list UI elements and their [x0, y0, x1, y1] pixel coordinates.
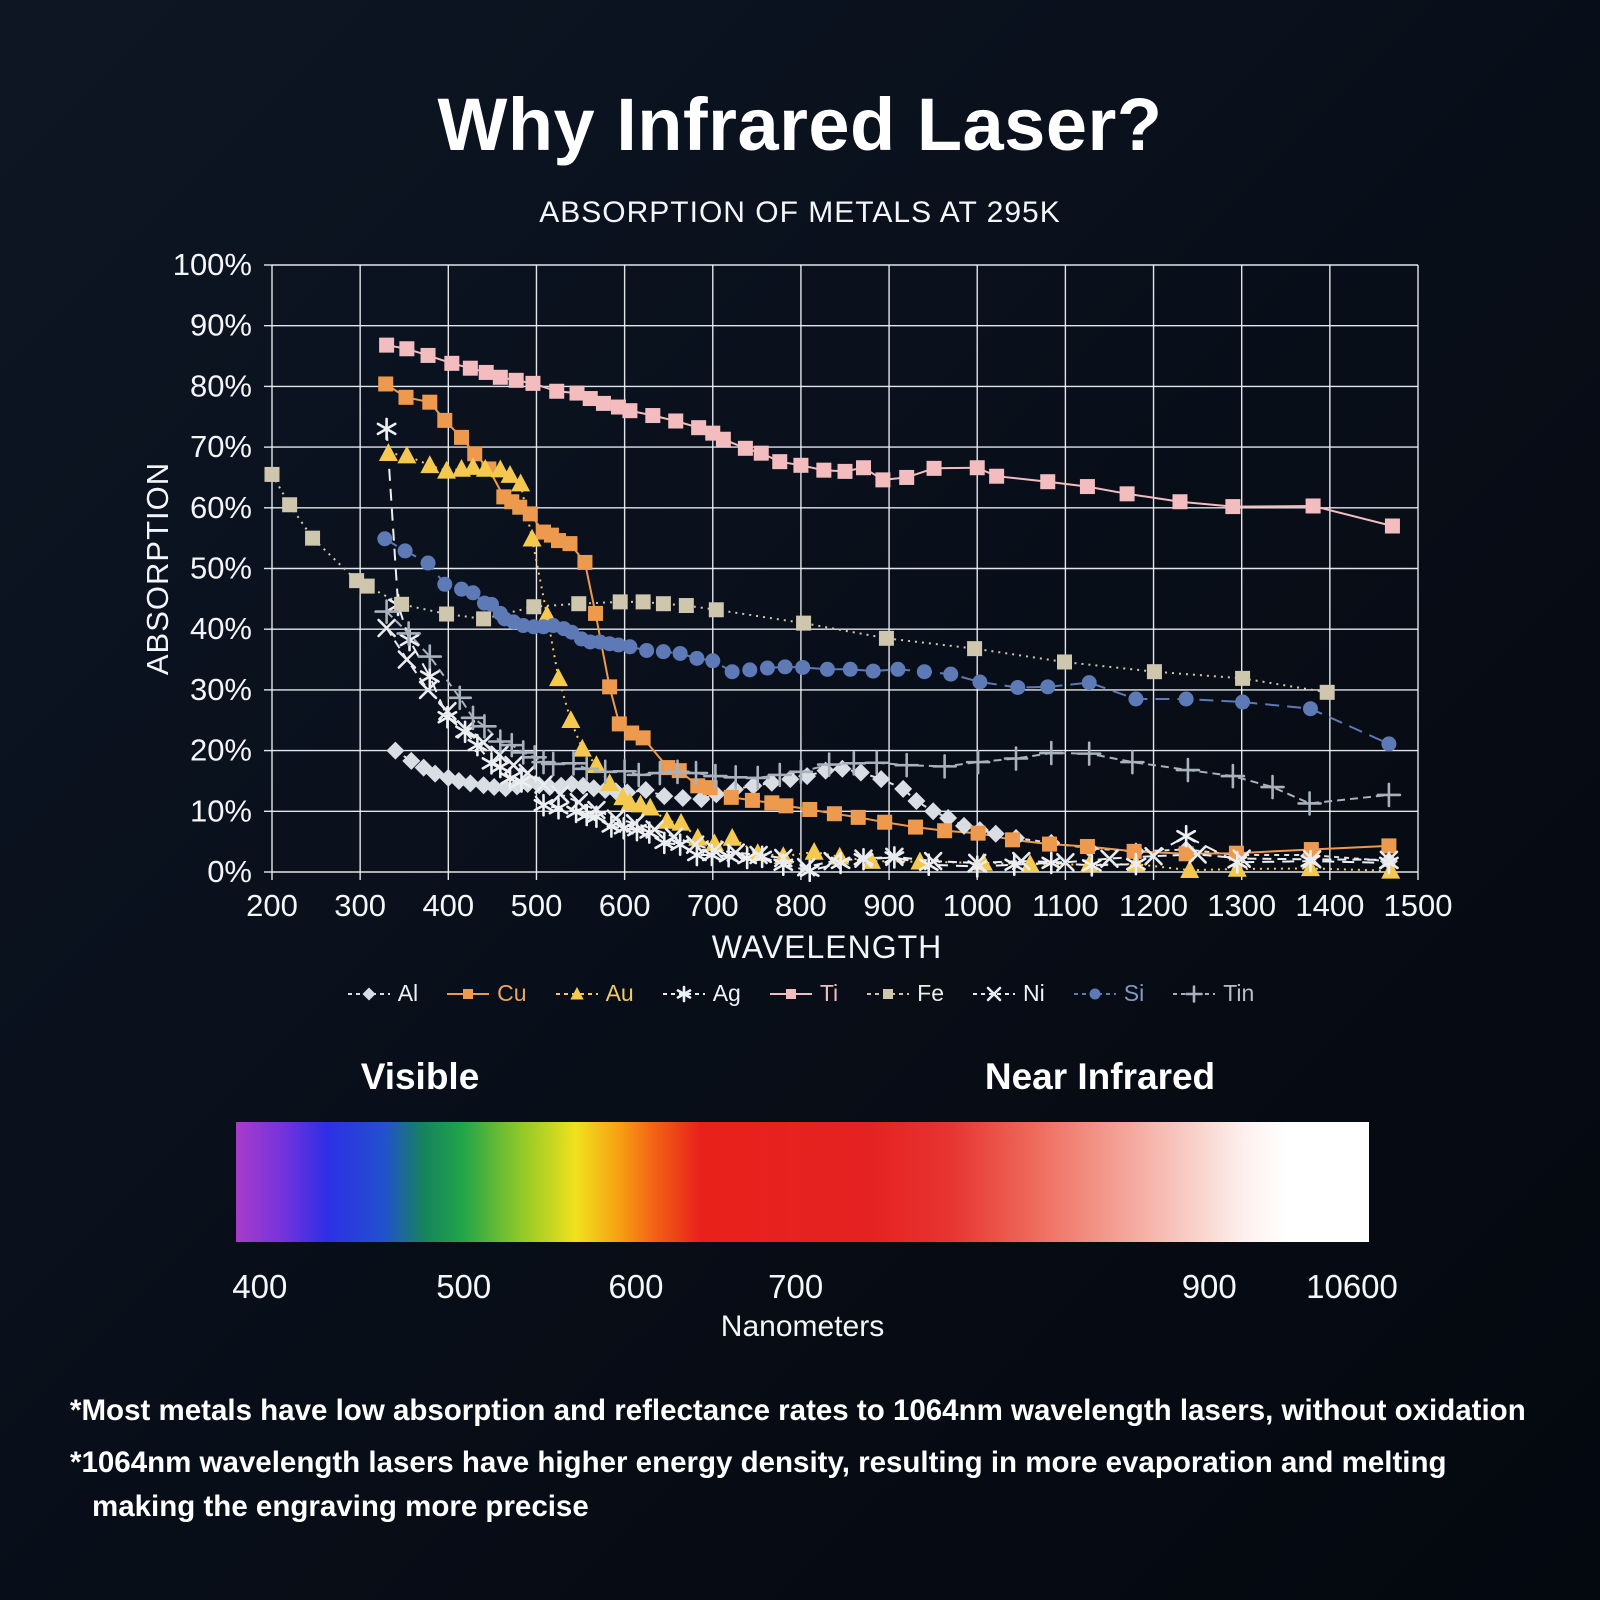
footnote-line-3: making the engraving more precise	[92, 1489, 589, 1523]
legend-item-Al: Al	[346, 980, 418, 1007]
legend-label: Ni	[1023, 980, 1045, 1006]
legend-marker-square-icon	[447, 988, 490, 999]
y-tick-label: 50%	[190, 551, 252, 586]
spectrum-tick-labels: 400 500 600 700 900 10600	[232, 1268, 1398, 1308]
legend-marker-square-icon	[867, 988, 910, 999]
y-tick-label: 40%	[190, 611, 252, 646]
series-markers-Fe	[264, 466, 1335, 700]
spectrum-tick-10600: 10600	[1306, 1268, 1398, 1305]
absorption-chart: 200 300 400 500 600 700 800 900 1000 1100 1200 1300…	[140, 247, 1453, 965]
legend-label: Au	[605, 980, 634, 1006]
legend-item-Ti: Ti	[768, 980, 838, 1007]
legend-item-Ni: Ni	[971, 980, 1045, 1007]
x-tick-label: 1400	[1295, 888, 1364, 923]
legend-item-Au: Au	[554, 980, 634, 1007]
spectrum-tick-600: 600	[608, 1268, 664, 1305]
x-tick-label: 200	[246, 888, 298, 923]
legend-marker-plus-icon	[1173, 984, 1216, 1003]
footnotes: *Most metals have low absorption and ref…	[70, 1392, 1548, 1539]
legend-item-Cu: Cu	[445, 980, 527, 1007]
x-tick-label: 1100	[1032, 888, 1099, 923]
x-tick-label: 800	[775, 888, 827, 923]
legend-label: Al	[397, 980, 419, 1006]
spectrum-tick-900: 900	[1181, 1268, 1237, 1305]
y-axis-title: ABSORPTION	[140, 462, 175, 675]
series-markers-Si	[377, 531, 1397, 752]
legend-marker-asterisk-icon	[662, 985, 705, 1002]
series-line-Fe	[271, 473, 1328, 694]
x-tick-label: 500	[511, 888, 563, 923]
legend-item-Ag: Ag	[661, 980, 741, 1007]
x-tick-label: 300	[334, 888, 386, 923]
x-axis-title: WAVELENGTH	[712, 929, 942, 965]
y-tick-label: 30%	[190, 672, 252, 707]
series-markers-Ti	[379, 337, 1400, 534]
y-tick-label: 100%	[173, 247, 252, 282]
series-line-Al	[394, 749, 1389, 863]
near-infrared-band-label: Near Infrared	[984, 1056, 1216, 1097]
x-tick-label: 600	[599, 888, 651, 923]
y-tick-label: 80%	[190, 368, 252, 403]
series-markers-Ni	[377, 618, 1399, 877]
x-tick-label: 1300	[1207, 888, 1276, 923]
footnote-line-2: *1064nm wavelength lasers have higher en…	[70, 1445, 1447, 1479]
legend-label: Tin	[1223, 980, 1255, 1006]
legend-marker-cross-icon	[973, 986, 1015, 1001]
legend-label: Si	[1123, 980, 1145, 1006]
y-tick-label: 20%	[190, 733, 252, 768]
y-tick-label: 90%	[190, 308, 252, 343]
legend-marker-circle-icon	[1073, 988, 1116, 999]
x-tick-label: 700	[687, 888, 739, 923]
series-markers-Tin	[374, 599, 1402, 816]
x-tick-label: 1000	[943, 888, 1012, 923]
series-line-Ag	[385, 428, 1389, 872]
legend-label: Ti	[819, 980, 839, 1006]
legend-label: Cu	[497, 980, 527, 1006]
spectrum-tick-400: 400	[232, 1268, 288, 1305]
legend-marker-square-icon	[769, 988, 812, 999]
wavelength-spectrum-bar	[236, 1122, 1369, 1242]
legend-item-Tin: Tin	[1171, 980, 1254, 1007]
nanometers-label: Nanometers	[720, 1310, 885, 1343]
legend-marker-triangle-icon	[555, 986, 598, 999]
legend-label: Ag	[712, 980, 741, 1006]
chart-legend: Al Cu Au Ag Ti Fe Ni Si Tin	[0, 980, 1600, 1007]
y-tick-label: 10%	[190, 793, 252, 828]
legend-item-Si: Si	[1072, 980, 1144, 1007]
x-tick-label: 400	[422, 888, 474, 923]
visible-band-label: Visible	[360, 1056, 480, 1097]
x-tick-label: 1200	[1119, 888, 1188, 923]
x-tick-label: 1500	[1384, 888, 1453, 923]
footnote-line-1: *Most metals have low absorption and ref…	[70, 1394, 1526, 1427]
y-tick-label: 70%	[190, 429, 252, 464]
spectrum-tick-700: 700	[768, 1268, 824, 1305]
x-tick-label: 900	[863, 888, 915, 923]
grid	[264, 264, 1419, 880]
y-tick-label: 60%	[190, 490, 252, 525]
legend-marker-diamond-icon	[347, 987, 390, 1000]
page-title: Why Infrared Laser?	[437, 83, 1163, 166]
spectrum-tick-500: 500	[436, 1268, 492, 1305]
chart-title: ABSORPTION OF METALS AT 295K	[539, 196, 1061, 229]
y-tick-label: 0%	[207, 854, 252, 889]
legend-item-Fe: Fe	[865, 980, 944, 1007]
legend-label: Fe	[917, 980, 944, 1006]
